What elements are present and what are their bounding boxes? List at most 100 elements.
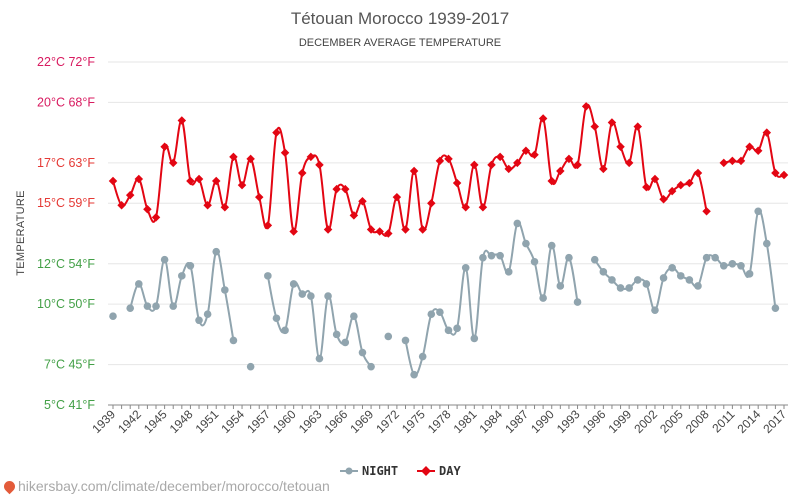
day-point[interactable] xyxy=(323,225,333,234)
day-point[interactable] xyxy=(599,164,608,174)
day-point[interactable] xyxy=(384,229,393,238)
night-point[interactable] xyxy=(126,304,135,312)
night-point[interactable] xyxy=(608,276,616,284)
night-point[interactable] xyxy=(728,259,737,268)
night-point[interactable] xyxy=(221,286,229,294)
day-point[interactable] xyxy=(349,211,359,220)
night-point[interactable] xyxy=(676,272,685,280)
day-point[interactable] xyxy=(220,203,230,212)
day-point[interactable] xyxy=(194,174,204,184)
day-point[interactable] xyxy=(659,194,668,204)
night-point[interactable] xyxy=(350,312,358,321)
day-point[interactable] xyxy=(298,168,307,178)
night-point[interactable] xyxy=(229,336,238,345)
night-point[interactable] xyxy=(289,280,298,288)
night-point[interactable] xyxy=(272,314,281,323)
night-point[interactable] xyxy=(771,304,780,312)
night-point[interactable] xyxy=(659,274,668,282)
day-point[interactable] xyxy=(728,156,737,166)
night-point[interactable] xyxy=(694,282,702,290)
day-point[interactable] xyxy=(246,154,255,164)
day-point[interactable] xyxy=(272,128,281,137)
day-point[interactable] xyxy=(229,152,238,162)
night-point[interactable] xyxy=(410,370,418,379)
day-point[interactable] xyxy=(478,203,488,212)
night-point[interactable] xyxy=(616,284,625,292)
night-point[interactable] xyxy=(642,280,651,288)
day-point[interactable] xyxy=(134,174,144,184)
night-point[interactable] xyxy=(358,348,367,357)
day-point[interactable] xyxy=(401,225,410,234)
night-point[interactable] xyxy=(504,268,513,276)
night-point[interactable] xyxy=(436,308,444,316)
night-point[interactable] xyxy=(711,253,719,262)
day-point[interactable] xyxy=(461,203,470,212)
day-point[interactable] xyxy=(495,152,505,162)
night-point[interactable] xyxy=(496,251,504,260)
night-point[interactable] xyxy=(324,292,332,300)
day-point[interactable] xyxy=(581,102,591,111)
night-point[interactable] xyxy=(195,316,203,325)
night-point[interactable] xyxy=(341,338,350,347)
day-point[interactable] xyxy=(255,192,264,202)
day-point[interactable] xyxy=(143,205,152,214)
night-point[interactable] xyxy=(530,257,539,266)
day-point[interactable] xyxy=(289,227,298,236)
day-point[interactable] xyxy=(392,192,402,202)
night-point[interactable] xyxy=(281,326,289,335)
night-point[interactable] xyxy=(461,264,470,272)
night-point[interactable] xyxy=(719,261,728,270)
night-point[interactable] xyxy=(178,272,186,280)
night-point[interactable] xyxy=(513,219,522,228)
day-point[interactable] xyxy=(530,150,539,160)
night-point[interactable] xyxy=(565,253,573,262)
night-point[interactable] xyxy=(315,354,324,363)
day-point[interactable] xyxy=(444,154,453,164)
night-point[interactable] xyxy=(427,310,436,319)
day-point[interactable] xyxy=(719,158,729,168)
night-point[interactable] xyxy=(332,330,341,339)
day-point[interactable] xyxy=(237,180,247,190)
night-point[interactable] xyxy=(633,276,642,284)
day-point[interactable] xyxy=(203,201,212,210)
night-point[interactable] xyxy=(109,312,117,321)
night-point[interactable] xyxy=(212,247,221,256)
night-point[interactable] xyxy=(539,294,547,302)
night-point[interactable] xyxy=(453,324,461,333)
day-point[interactable] xyxy=(616,142,625,151)
day-point[interactable] xyxy=(263,221,273,230)
day-point[interactable] xyxy=(280,148,290,158)
night-point[interactable] xyxy=(470,334,479,343)
day-point[interactable] xyxy=(332,184,341,194)
night-point[interactable] xyxy=(418,352,427,361)
night-point[interactable] xyxy=(590,255,599,264)
day-point[interactable] xyxy=(693,168,703,178)
day-point[interactable] xyxy=(702,207,711,216)
night-point[interactable] xyxy=(264,272,272,280)
night-point[interactable] xyxy=(246,362,255,371)
day-point[interactable] xyxy=(590,122,599,131)
night-point[interactable] xyxy=(547,241,556,250)
night-point[interactable] xyxy=(651,306,659,314)
day-point[interactable] xyxy=(753,146,763,156)
day-point[interactable] xyxy=(358,196,367,206)
day-point[interactable] xyxy=(160,142,169,151)
day-point[interactable] xyxy=(108,176,118,186)
night-point[interactable] xyxy=(745,270,754,278)
day-point[interactable] xyxy=(427,198,436,208)
night-point[interactable] xyxy=(307,292,315,300)
night-point[interactable] xyxy=(135,280,143,288)
day-point[interactable] xyxy=(435,156,445,166)
night-point[interactable] xyxy=(384,332,393,341)
day-point[interactable] xyxy=(315,160,324,170)
day-point[interactable] xyxy=(676,180,686,190)
day-point[interactable] xyxy=(186,176,195,186)
day-point[interactable] xyxy=(177,116,187,125)
night-point[interactable] xyxy=(573,298,582,306)
day-point[interactable] xyxy=(504,164,513,174)
day-point[interactable] xyxy=(470,160,479,170)
day-point[interactable] xyxy=(151,213,161,222)
day-point[interactable] xyxy=(341,184,350,194)
night-point[interactable] xyxy=(668,264,676,272)
night-point[interactable] xyxy=(556,282,565,290)
